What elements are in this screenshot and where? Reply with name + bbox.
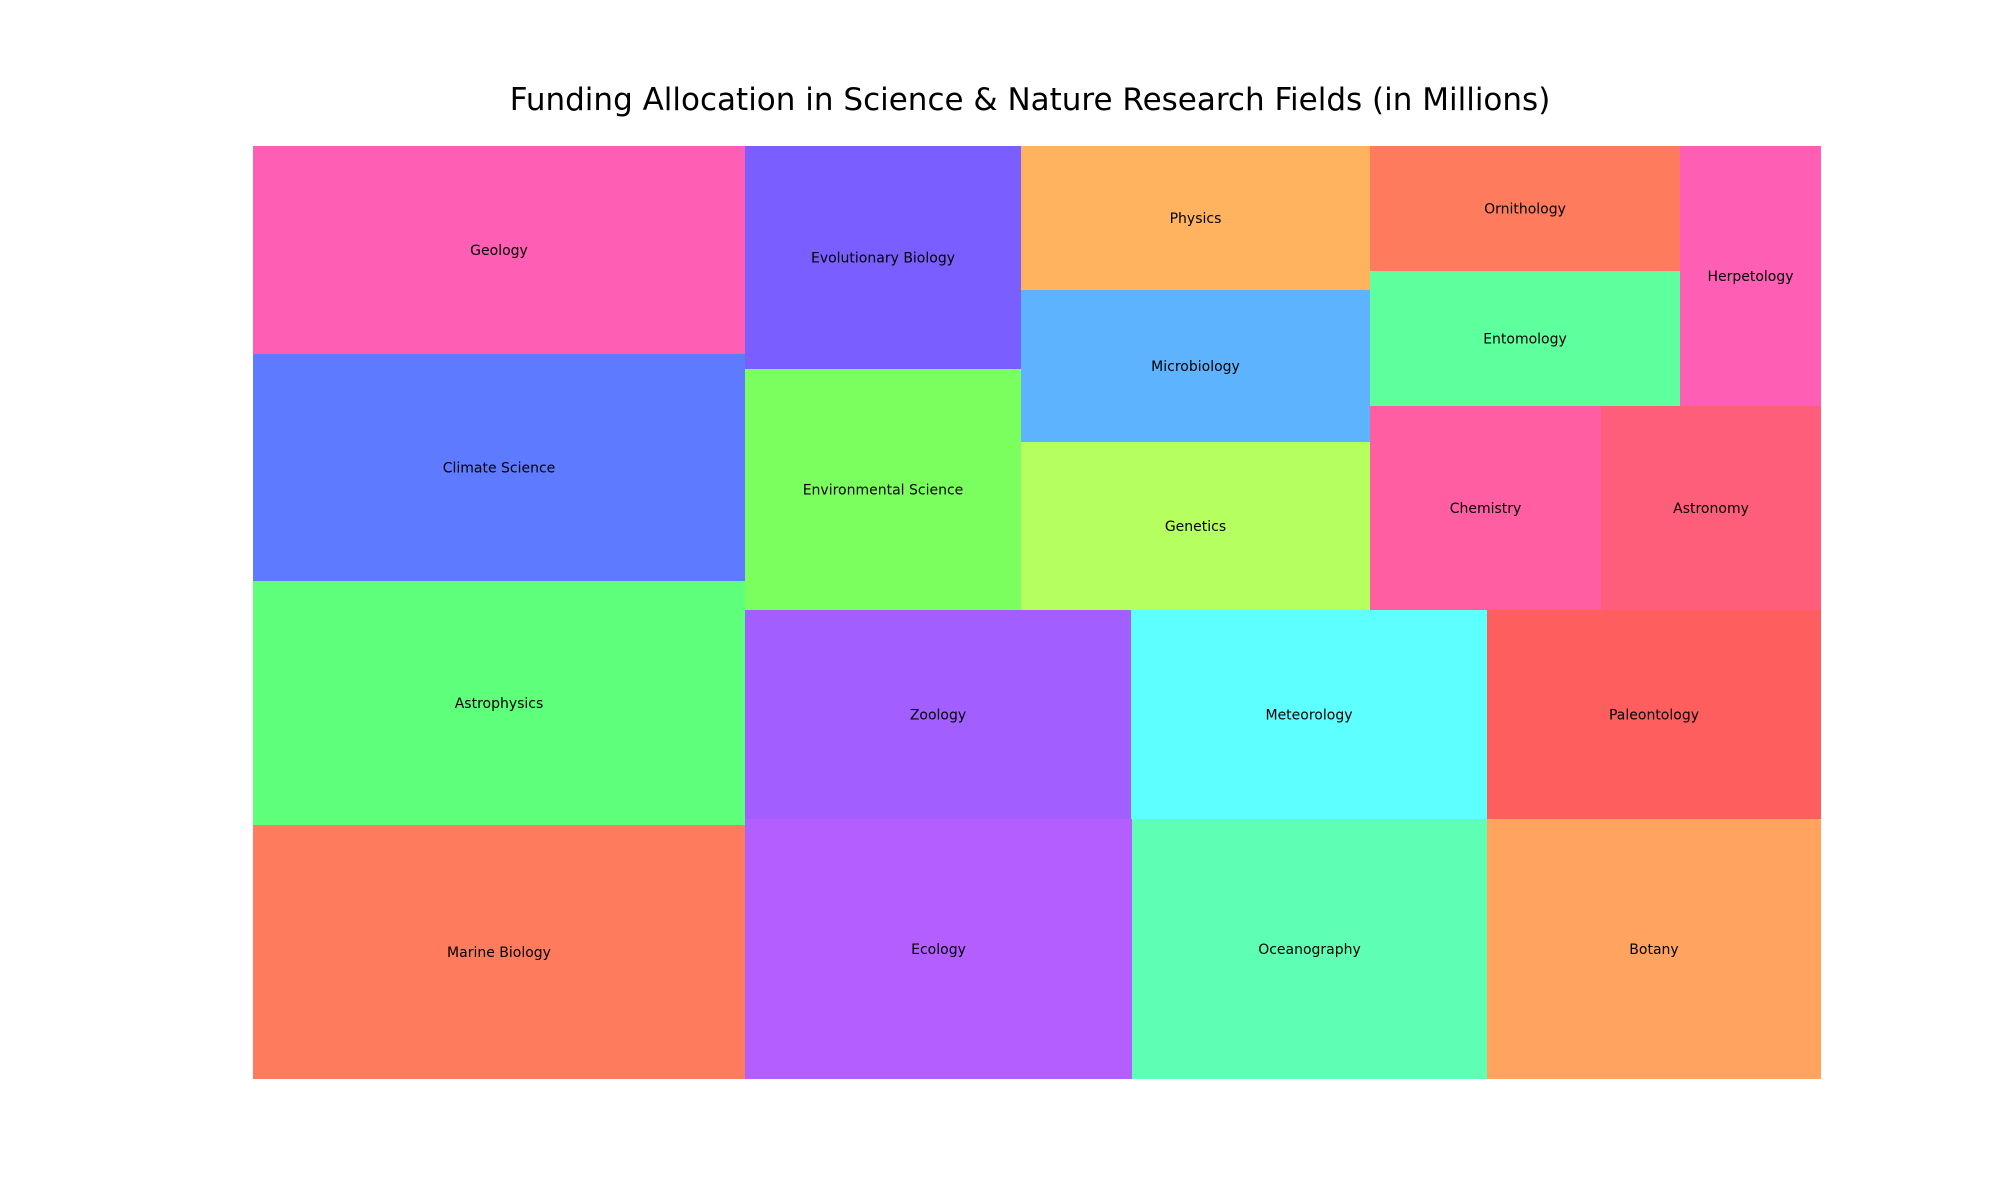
tile-label-oceanography: Oceanography — [1258, 942, 1361, 958]
tile-chemistry — [1370, 406, 1601, 610]
tile-botany — [1487, 819, 1821, 1079]
tile-label-astrophysics: Astrophysics — [455, 696, 544, 712]
tile-geology — [253, 146, 745, 354]
tile-zoology — [745, 610, 1131, 819]
tile-ecology — [745, 819, 1132, 1079]
tile-label-astronomy: Astronomy — [1673, 501, 1749, 517]
tile-entomology — [1370, 271, 1680, 406]
tile-label-meteorology: Meteorology — [1265, 708, 1352, 724]
tile-label-evolutionary-biology: Evolutionary Biology — [811, 251, 955, 267]
chart-title: Funding Allocation in Science & Nature R… — [509, 82, 1551, 118]
tile-label-microbiology: Microbiology — [1151, 359, 1240, 375]
tile-environmental-science — [745, 369, 1021, 610]
tile-herpetology — [1680, 146, 1821, 406]
tile-label-ornithology: Ornithology — [1484, 202, 1566, 218]
tile-label-geology: Geology — [470, 243, 528, 259]
tile-label-paleontology: Paleontology — [1609, 708, 1699, 724]
tile-astronomy — [1601, 406, 1821, 610]
tile-label-environmental-science: Environmental Science — [803, 483, 964, 499]
tile-label-physics: Physics — [1170, 211, 1222, 227]
tile-genetics — [1021, 442, 1370, 610]
tile-climate-science — [253, 354, 745, 581]
tile-label-botany: Botany — [1629, 942, 1678, 958]
tile-label-herpetology: Herpetology — [1707, 269, 1793, 285]
tile-ornithology — [1370, 146, 1680, 271]
tile-meteorology — [1131, 610, 1487, 819]
tile-label-zoology: Zoology — [910, 708, 966, 724]
tile-physics — [1021, 146, 1370, 290]
tile-oceanography — [1132, 819, 1487, 1079]
tile-label-marine-biology: Marine Biology — [447, 945, 551, 961]
tile-evolutionary-biology — [745, 146, 1021, 369]
tile-label-ecology: Ecology — [911, 942, 966, 958]
tile-label-chemistry: Chemistry — [1450, 501, 1522, 517]
tile-marine-biology — [253, 825, 745, 1079]
tile-label-genetics: Genetics — [1165, 519, 1226, 535]
treemap-tiles: Marine Biology Astrophysics Climate Scienc… — [253, 146, 1821, 1079]
tile-paleontology — [1487, 610, 1821, 819]
tile-label-entomology: Entomology — [1483, 332, 1567, 348]
tile-label-climate-science: Climate Science — [443, 461, 556, 477]
tile-astrophysics — [253, 581, 745, 825]
tile-microbiology — [1021, 290, 1370, 442]
